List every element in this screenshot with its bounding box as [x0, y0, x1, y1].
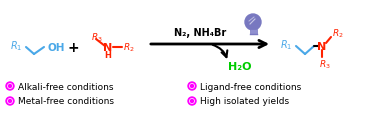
Circle shape — [8, 85, 11, 88]
Text: $R_3$: $R_3$ — [91, 31, 103, 44]
Text: +: + — [67, 41, 79, 54]
Text: OH: OH — [47, 43, 65, 53]
Text: Alkali-free conditions: Alkali-free conditions — [18, 82, 113, 91]
Circle shape — [191, 100, 194, 103]
Text: $R_2$: $R_2$ — [332, 27, 344, 40]
Text: Ligand-free conditions: Ligand-free conditions — [200, 82, 301, 91]
Text: High isolated yields: High isolated yields — [200, 97, 289, 106]
Text: N: N — [103, 43, 113, 53]
Text: $R_1$: $R_1$ — [280, 38, 293, 51]
Text: $R_1$: $R_1$ — [10, 39, 22, 52]
Circle shape — [191, 85, 194, 88]
Text: H₂O: H₂O — [228, 61, 252, 71]
Text: $R_2$: $R_2$ — [123, 41, 135, 54]
Text: H: H — [105, 51, 112, 60]
Text: Metal-free conditions: Metal-free conditions — [18, 97, 114, 106]
Circle shape — [8, 100, 11, 103]
FancyBboxPatch shape — [249, 30, 257, 35]
Text: N₂, NH₄Br: N₂, NH₄Br — [174, 28, 226, 38]
Text: N: N — [318, 42, 327, 52]
Text: $R_3$: $R_3$ — [319, 58, 331, 71]
Circle shape — [245, 15, 261, 31]
